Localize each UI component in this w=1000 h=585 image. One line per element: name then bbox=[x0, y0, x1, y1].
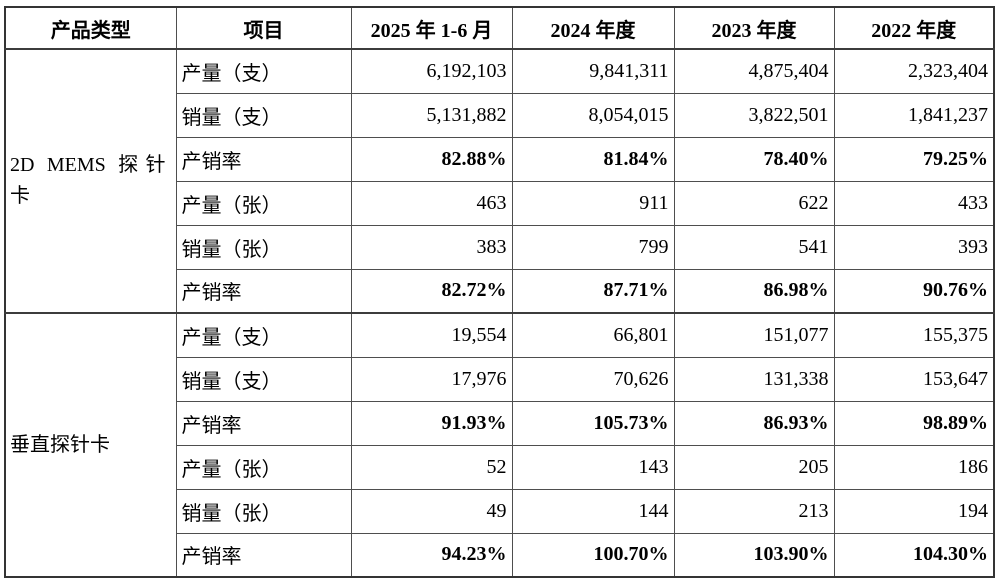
value-cell: 131,338 bbox=[673, 356, 835, 402]
column-header-product-type: 产品类型 bbox=[4, 6, 177, 50]
table-row: 销量（支） 5,131,882 8,054,015 3,822,501 1,841,23… bbox=[5, 92, 995, 138]
value-cell: 8,054,015 bbox=[511, 92, 675, 138]
value-cell: 463 bbox=[350, 180, 513, 226]
column-header-2023: 2023 年度 bbox=[673, 6, 835, 50]
product-type-cell: 2D MEMS 探针卡 bbox=[4, 48, 177, 314]
value-cell: 144 bbox=[511, 488, 675, 534]
value-cell: 9,841,311 bbox=[511, 48, 675, 94]
value-cell: 4,875,404 bbox=[673, 48, 835, 94]
value-cell: 49 bbox=[350, 488, 513, 534]
table-row: 2D MEMS 探针卡产量（支） 6,192,103 9,841,311 4,875,… bbox=[4, 48, 995, 314]
value-cell: 82.88% bbox=[350, 136, 513, 182]
value-cell: 81.84% bbox=[511, 136, 675, 182]
value-cell: 78.40% bbox=[673, 136, 835, 182]
value-cell: 153,647 bbox=[833, 356, 995, 402]
table-row: 销量（支） 17,976 70,626 131,338 153,647 bbox=[5, 356, 995, 402]
value-cell: 70,626 bbox=[511, 356, 675, 402]
table-row: 产量（张） 463 911 622 433 bbox=[5, 180, 995, 226]
value-cell: 66,801 bbox=[511, 312, 675, 358]
value-cell: 383 bbox=[350, 224, 513, 270]
value-cell: 541 bbox=[673, 224, 835, 270]
value-cell: 82.72% bbox=[350, 268, 513, 314]
table-row: 销量（张） 49 144 213 194 bbox=[5, 488, 995, 534]
value-cell: 79.25% bbox=[833, 136, 995, 182]
item-cell: 产量（张） bbox=[175, 180, 352, 226]
value-cell: 3,822,501 bbox=[673, 92, 835, 138]
value-cell: 17,976 bbox=[350, 356, 513, 402]
value-cell: 143 bbox=[511, 444, 675, 490]
value-cell: 205 bbox=[673, 444, 835, 490]
item-cell: 产销率 bbox=[175, 268, 352, 314]
value-cell: 94.23% bbox=[350, 532, 513, 578]
value-cell: 1,841,237 bbox=[833, 92, 995, 138]
value-cell: 2,323,404 bbox=[833, 48, 995, 94]
value-cell: 622 bbox=[673, 180, 835, 226]
value-cell: 6,192,103 bbox=[350, 48, 513, 94]
item-cell: 产销率 bbox=[175, 532, 352, 578]
value-cell: 799 bbox=[511, 224, 675, 270]
item-cell: 产销率 bbox=[175, 136, 352, 182]
value-cell: 86.93% bbox=[673, 400, 835, 446]
value-cell: 19,554 bbox=[350, 312, 513, 358]
table-header: 产品类型 项目 2025 年 1-6 月 2024 年度 2023 年度 202… bbox=[4, 6, 995, 50]
column-header-item: 项目 bbox=[175, 6, 352, 50]
item-cell: 产销率 bbox=[175, 400, 352, 446]
item-cell: 销量（张） bbox=[175, 224, 352, 270]
value-cell: 90.76% bbox=[833, 268, 995, 314]
column-header-2022: 2022 年度 bbox=[833, 6, 995, 50]
table-row: 产销率 82.72% 87.71% 86.98% 90.76% bbox=[5, 268, 995, 314]
value-cell: 100.70% bbox=[511, 532, 675, 578]
value-cell: 52 bbox=[350, 444, 513, 490]
table-row: 产销率 94.23% 100.70% 103.90% 104.30% bbox=[5, 532, 995, 578]
value-cell: 105.73% bbox=[511, 400, 675, 446]
item-cell: 销量（支） bbox=[175, 356, 352, 402]
value-cell: 5,131,882 bbox=[350, 92, 513, 138]
value-cell: 393 bbox=[833, 224, 995, 270]
product-type-cell: 垂直探针卡 bbox=[4, 312, 177, 578]
header-row: 产品类型 项目 2025 年 1-6 月 2024 年度 2023 年度 202… bbox=[4, 6, 995, 50]
value-cell: 91.93% bbox=[350, 400, 513, 446]
table-row: 销量（张） 383 799 541 393 bbox=[5, 224, 995, 270]
item-cell: 销量（支） bbox=[175, 92, 352, 138]
value-cell: 433 bbox=[833, 180, 995, 226]
value-cell: 98.89% bbox=[833, 400, 995, 446]
product-type-label: 卡 bbox=[10, 185, 30, 207]
table-row: 产销率 82.88% 81.84% 78.40% 79.25% bbox=[5, 136, 995, 182]
value-cell: 911 bbox=[511, 180, 675, 226]
value-cell: 194 bbox=[833, 488, 995, 534]
production-sales-table: 产品类型 项目 2025 年 1-6 月 2024 年度 2023 年度 202… bbox=[4, 6, 995, 578]
table-body: 2D MEMS 探针卡产量（支） 6,192,103 9,841,311 4,875,… bbox=[4, 48, 995, 578]
value-cell: 213 bbox=[673, 488, 835, 534]
column-header-2025-h1: 2025 年 1-6 月 bbox=[350, 6, 513, 50]
table-row: 垂直探针卡 产量（支） 19,554 66,801 151,077 155,375 bbox=[4, 312, 995, 578]
item-cell: 产量（支） bbox=[175, 312, 352, 358]
product-type-label: 2D MEMS 探针 bbox=[10, 154, 166, 176]
value-cell: 186 bbox=[833, 444, 995, 490]
value-cell: 104.30% bbox=[833, 532, 995, 578]
value-cell: 151,077 bbox=[673, 312, 835, 358]
item-cell: 产量（张） bbox=[175, 444, 352, 490]
value-cell: 87.71% bbox=[511, 268, 675, 314]
column-header-2024: 2024 年度 bbox=[511, 6, 675, 50]
value-cell: 86.98% bbox=[673, 268, 835, 314]
item-cell: 销量（张） bbox=[175, 488, 352, 534]
value-cell: 155,375 bbox=[833, 312, 995, 358]
value-cell: 103.90% bbox=[673, 532, 835, 578]
item-cell: 产量（支） bbox=[175, 48, 352, 94]
product-type-label: 垂直探针卡 bbox=[10, 433, 110, 456]
